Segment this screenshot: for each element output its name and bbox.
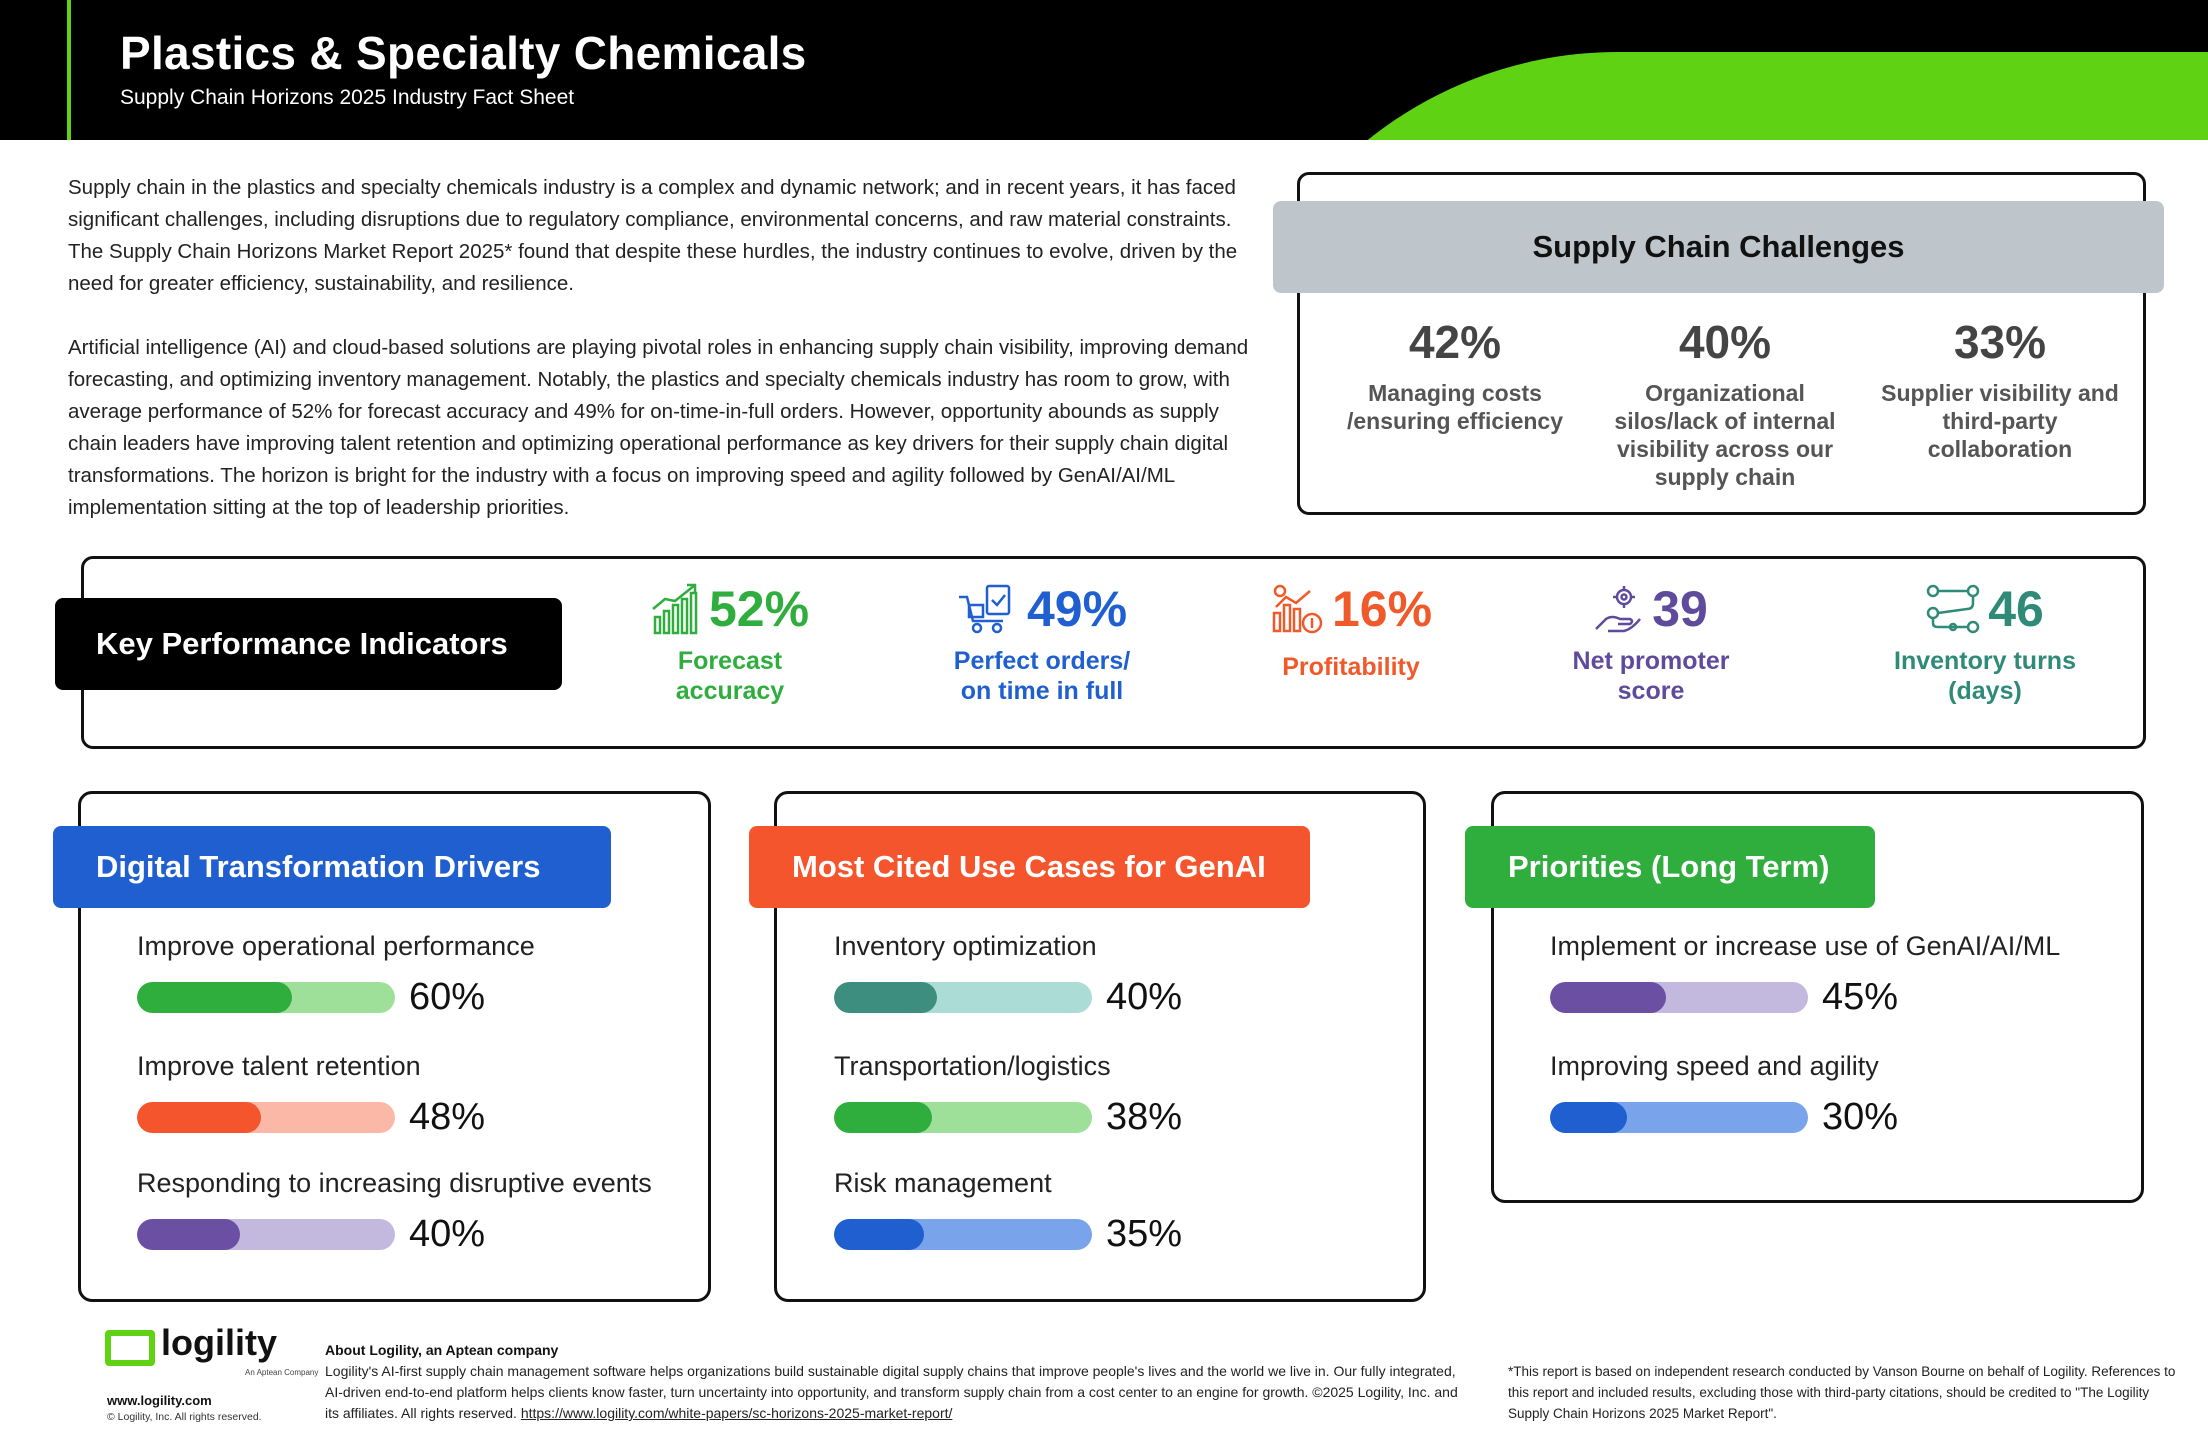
page-subtitle: Supply Chain Horizons 2025 Industry Fact…: [120, 86, 575, 109]
progress-fill: [137, 1102, 261, 1133]
kpi-label: Profitability: [1282, 653, 1420, 681]
kpi-profitability: 16% Profitability: [1266, 580, 1436, 682]
metric-label: Inventory optimization: [834, 931, 1097, 961]
challenge-percent: 42%: [1408, 316, 1502, 368]
metric-label: Improving speed and agility: [1550, 1051, 1879, 1081]
kpi-forecast-accuracy: 52% Forecast accuracy: [645, 580, 815, 706]
progress-fill: [834, 982, 938, 1013]
metric-value: 35%: [1106, 1213, 1183, 1255]
delivery-cart-icon: [958, 584, 1011, 634]
kpi-label: on time in full: [960, 677, 1124, 705]
intro-text: Supply chain in the plastics and special…: [68, 172, 1268, 524]
report-link[interactable]: https://www.logility.com/white-papers/sc…: [520, 1405, 953, 1421]
kpi-net-promoter-score: 39 Net promoter score: [1556, 580, 1746, 706]
metric-row: Responding to increasing disruptive even…: [137, 1168, 652, 1256]
metric-value: 40%: [1106, 976, 1183, 1018]
kpi-value: 52%: [708, 581, 810, 637]
growth-chart-icon: [652, 583, 698, 635]
metric-value: 48%: [409, 1096, 486, 1138]
metric-row: Inventory optimization 40%: [834, 931, 1182, 1019]
about-title: About Logility, an Aptean company: [325, 1342, 559, 1358]
flow-nodes-icon: [1926, 584, 1980, 634]
progress-fill: [834, 1219, 925, 1250]
progress-bar: [834, 1102, 1092, 1133]
challenge-label: Managing costs /ensuring efficiency: [1346, 380, 1563, 434]
progress-bar: [137, 1102, 395, 1133]
progress-bar: [1550, 1102, 1808, 1133]
challenge-stat: 40% Organizational silos/lack of interna…: [1600, 315, 1850, 491]
metric-value: 60%: [409, 976, 486, 1018]
about-text: Logility's AI-first supply chain managem…: [325, 1363, 1458, 1421]
logo-wordmark: logility: [161, 1322, 277, 1363]
logo-mark: [105, 1330, 155, 1366]
kpi-value: 46: [1988, 581, 2044, 637]
metric-label: Improve talent retention: [137, 1051, 421, 1081]
kpi-value: 39: [1652, 581, 1708, 637]
header-green-arc: [1218, 52, 2208, 140]
kpi-perfect-orders: 49% Perfect orders/ on time in full: [942, 580, 1142, 706]
kpi-label: (days): [1948, 677, 2022, 705]
header-accent-line: [67, 0, 71, 140]
challenge-label: Supplier visibility and third-party coll…: [1881, 380, 2119, 462]
metric-row: Risk management 35%: [834, 1168, 1182, 1256]
kpi-inventory-turns: 46 Inventory turns (days): [1880, 580, 2090, 706]
footer-copyright: © Logility, Inc. All rights reserved.: [107, 1411, 262, 1423]
about-section: About Logility, an Aptean company Logili…: [325, 1340, 1475, 1424]
challenge-stat: 33% Supplier visibility and third-party …: [1875, 315, 2125, 463]
kpi-value: 49%: [1026, 581, 1128, 637]
profit-chart-icon: [1272, 584, 1323, 634]
genai-title: Most Cited Use Cases for GenAI: [749, 826, 1310, 908]
metric-label: Responding to increasing disruptive even…: [137, 1168, 652, 1198]
metric-value: 45%: [1822, 976, 1899, 1018]
challenge-percent: 40%: [1678, 316, 1772, 368]
priorities-title: Priorities (Long Term): [1465, 826, 1875, 908]
metric-value: 40%: [409, 1213, 486, 1255]
progress-fill: [137, 1219, 241, 1250]
metric-label: Improve operational performance: [137, 931, 535, 961]
progress-fill: [1550, 982, 1667, 1013]
intro-paragraph-1: Supply chain in the plastics and special…: [68, 176, 1238, 295]
challenge-stat: 42% Managing costs /ensuring efficiency: [1330, 315, 1580, 435]
kpi-label: Forecast: [677, 647, 783, 675]
footer-url: www.logility.com: [107, 1393, 212, 1408]
metric-row: Transportation/logistics 38%: [834, 1051, 1182, 1139]
progress-bar: [137, 1219, 395, 1250]
drivers-title: Digital Transformation Drivers: [53, 826, 611, 908]
challenge-label: Organizational silos/lack of internal vi…: [1614, 380, 1836, 490]
intro-paragraph-2: Artificial intelligence (AI) and cloud-b…: [68, 336, 1249, 519]
metric-label: Risk management: [834, 1168, 1052, 1198]
progress-bar: [834, 982, 1092, 1013]
logo-tagline: An Aptean Company: [245, 1368, 319, 1377]
kpi-value: 16%: [1331, 581, 1433, 637]
footnote: *This report is based on independent res…: [1508, 1364, 2176, 1421]
hand-gear-icon: [1595, 586, 1642, 633]
progress-fill: [137, 982, 292, 1013]
page-title: Plastics & Specialty Chemicals: [120, 27, 807, 79]
challenge-percent: 33%: [1953, 316, 2047, 368]
kpi-label: Perfect orders/: [953, 647, 1131, 675]
kpi-label: accuracy: [675, 677, 785, 705]
kpi-label: score: [1617, 677, 1685, 705]
progress-bar: [834, 1219, 1092, 1250]
metric-row: Improve operational performance 60%: [137, 931, 535, 1019]
challenges-panel: Supply Chain Challenges 42% Managing cos…: [1273, 172, 2164, 515]
header-banner: Plastics & Specialty Chemicals Supply Ch…: [0, 0, 2208, 140]
metric-value: 38%: [1106, 1096, 1183, 1138]
metric-label: Transportation/logistics: [834, 1051, 1111, 1081]
progress-bar: [137, 982, 395, 1013]
progress-fill: [1550, 1102, 1628, 1133]
kpi-label: Inventory turns: [1894, 647, 2076, 675]
challenges-title: Supply Chain Challenges: [1273, 201, 2164, 293]
metric-row: Implement or increase use of GenAI/AI/ML…: [1550, 931, 2060, 1019]
kpi-label: Net promoter: [1572, 647, 1730, 675]
progress-bar: [1550, 982, 1808, 1013]
metric-label: Implement or increase use of GenAI/AI/ML: [1550, 931, 2061, 961]
metric-value: 30%: [1822, 1096, 1899, 1138]
kpi-title: Key Performance Indicators: [55, 598, 562, 690]
metric-row: Improve talent retention 48%: [137, 1051, 485, 1139]
progress-fill: [834, 1102, 933, 1133]
metric-row: Improving speed and agility 30%: [1550, 1051, 1898, 1139]
